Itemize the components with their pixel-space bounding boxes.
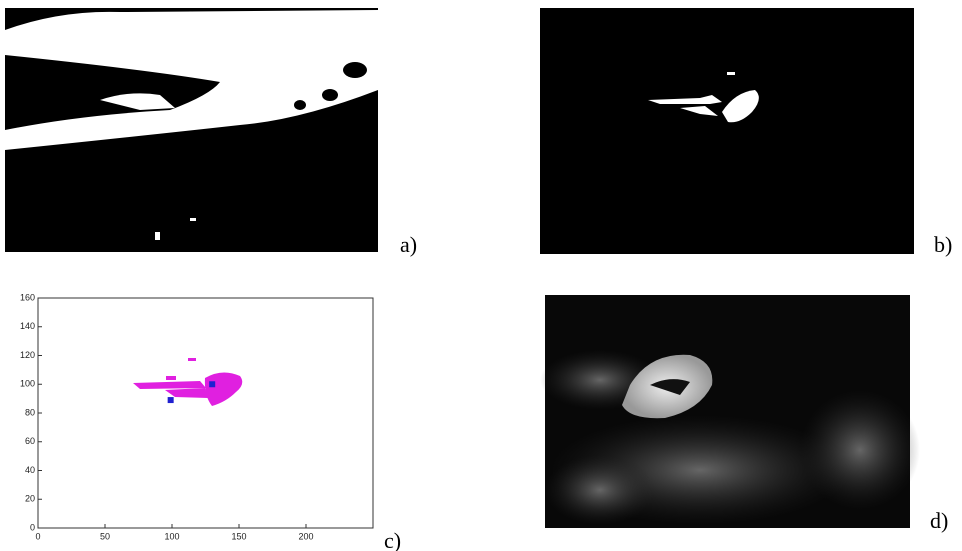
y-tick-label: 80	[25, 407, 35, 417]
y-tick-label: 60	[25, 436, 35, 446]
x-tick-label: 50	[100, 531, 110, 541]
panel-label: c)	[384, 528, 401, 551]
y-tick-label: 40	[25, 465, 35, 475]
y-tick-label: 140	[20, 321, 35, 331]
y-tick-label: 160	[20, 292, 35, 302]
texture	[800, 390, 920, 510]
x-tick-label: 200	[298, 531, 313, 541]
white-spot	[155, 232, 160, 240]
panel-d: d)	[540, 295, 948, 533]
panel-b: b)	[540, 8, 952, 257]
figure: a) b) c) 0 20 40 60 80 100 120 140 160 0 50 100 150 2…	[0, 0, 962, 551]
white-spot	[190, 218, 196, 221]
x-tick-label: 0	[35, 531, 40, 541]
point	[168, 397, 174, 403]
dark-spot	[343, 62, 367, 78]
y-tick-label: 100	[20, 379, 35, 389]
x-tick-label: 150	[231, 531, 246, 541]
texture	[545, 455, 655, 525]
panel-a: a)	[5, 8, 417, 257]
x-tick-label: 100	[164, 531, 179, 541]
y-tick-label: 120	[20, 350, 35, 360]
blob	[166, 376, 176, 380]
panel-label: b)	[934, 232, 952, 257]
blob	[188, 358, 196, 361]
axes-box	[38, 298, 373, 528]
panel-c: c) 0 20 40 60 80 100 120 140 160 0 50 100 150 200	[20, 292, 401, 551]
image-bg	[540, 8, 914, 254]
point	[209, 381, 215, 387]
y-tick-label: 20	[25, 494, 35, 504]
page: a) b) c) 0 20 40 60 80 100 120 140 160 0 50 100 150 2…	[0, 0, 962, 551]
panel-label: d)	[930, 508, 948, 533]
dark-spot	[322, 89, 338, 101]
panel-label: a)	[400, 232, 417, 257]
white-spot	[727, 72, 735, 75]
dark-spot	[294, 100, 306, 110]
y-tick-label: 0	[30, 522, 35, 532]
